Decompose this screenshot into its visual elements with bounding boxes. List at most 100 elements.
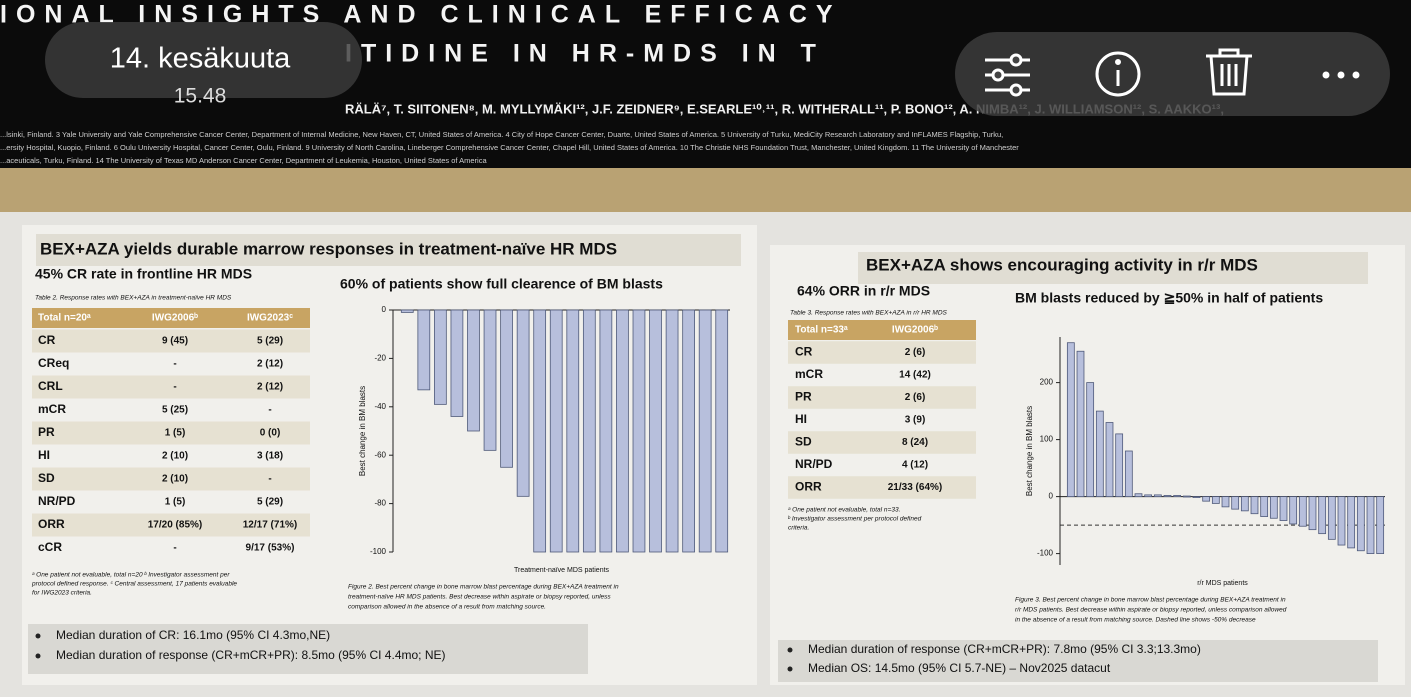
bar bbox=[1366, 496, 1375, 555]
info-button[interactable] bbox=[1095, 51, 1141, 97]
chart-title: 60% of patients show full clearence of B… bbox=[340, 276, 663, 292]
bar bbox=[1095, 410, 1104, 498]
table-cell: 9 (45) bbox=[162, 336, 188, 347]
table-cell: SD bbox=[795, 435, 812, 449]
y-tick-label: -20 bbox=[374, 354, 386, 363]
figure-caption: treatment-naïve HR MDS patients. Best de… bbox=[348, 594, 611, 601]
delete-button[interactable] bbox=[1206, 48, 1252, 96]
bar bbox=[1231, 496, 1240, 510]
table-cell: PR bbox=[38, 425, 55, 439]
table-cell: ORR bbox=[38, 517, 65, 531]
table-row-bg bbox=[788, 431, 976, 454]
bar bbox=[1076, 350, 1085, 498]
bar bbox=[533, 309, 547, 553]
bar bbox=[1066, 342, 1075, 498]
table-row-bg bbox=[32, 375, 310, 399]
panel-subtitle: 64% ORR in r/r MDS bbox=[797, 283, 930, 299]
bar bbox=[698, 309, 712, 553]
table-cell: HI bbox=[38, 448, 50, 462]
table-cell: 1 (5) bbox=[165, 497, 186, 508]
table-cell: 21/33 (64%) bbox=[888, 482, 942, 493]
table-cell: CR bbox=[38, 333, 56, 347]
table-footnote: ᵇ Investigator assessment per protocol d… bbox=[788, 516, 922, 523]
bar bbox=[1173, 495, 1182, 497]
bar bbox=[434, 309, 447, 405]
table-row-bg bbox=[788, 341, 976, 364]
table-cell: - bbox=[173, 543, 176, 554]
table-cell: SD bbox=[38, 471, 55, 485]
bar bbox=[1260, 496, 1269, 517]
y-tick-label: 200 bbox=[1040, 378, 1054, 387]
time: 15.48 bbox=[174, 85, 227, 108]
table-cell: 0 (0) bbox=[260, 428, 281, 439]
table-row-bg bbox=[32, 513, 310, 537]
bar bbox=[1115, 433, 1124, 497]
table-cell: 1 (5) bbox=[165, 428, 186, 439]
bar bbox=[1202, 496, 1211, 502]
table-cell: - bbox=[268, 405, 271, 416]
table-cell: - bbox=[268, 474, 271, 485]
bar bbox=[1279, 496, 1288, 521]
table-caption: Table 3. Response rates with BEX+AZA in … bbox=[790, 310, 948, 317]
bullet-text: Median duration of response (CR+mCR+PR):… bbox=[56, 648, 446, 662]
poster-content: IONAL INSIGHTS AND CLINICAL EFFICACYITID… bbox=[0, 1, 1385, 675]
table-footnote: criteria. bbox=[788, 525, 810, 532]
table-header: Total n=20ᵃ bbox=[38, 313, 91, 324]
more-button[interactable] bbox=[1322, 71, 1360, 79]
bullet bbox=[35, 653, 41, 659]
table-cell: PR bbox=[795, 390, 812, 404]
bar bbox=[467, 309, 480, 432]
bar bbox=[1250, 496, 1259, 515]
toolbar bbox=[955, 32, 1390, 116]
bar bbox=[1134, 493, 1143, 497]
bar bbox=[1086, 382, 1095, 498]
bar bbox=[549, 309, 563, 553]
table-header: IWG2023ᶜ bbox=[247, 313, 293, 324]
bar bbox=[649, 309, 662, 553]
bar bbox=[1192, 496, 1201, 499]
affiliation: ...aceuticals, Turku, Finland. 14 The Un… bbox=[0, 156, 487, 165]
table-cell: 14 (42) bbox=[899, 370, 931, 381]
table-footnote: ᵃ One patient not evaluable, total n=33. bbox=[788, 507, 901, 514]
table-header: IWG2006ᵇ bbox=[152, 313, 198, 324]
poster-band bbox=[0, 168, 1411, 216]
poster-title: ITIDINE IN HR-MDS IN T bbox=[345, 40, 825, 68]
bar bbox=[1153, 494, 1162, 498]
bar bbox=[1289, 496, 1298, 525]
table-cell: 5 (29) bbox=[257, 497, 283, 508]
adjust-button[interactable] bbox=[985, 53, 1030, 97]
bar bbox=[1269, 496, 1278, 519]
table-cell: 8 (24) bbox=[902, 437, 928, 448]
figure-caption: in the absence of a result from matching… bbox=[1015, 617, 1256, 624]
table-cell: CR bbox=[795, 345, 813, 359]
bar bbox=[682, 309, 695, 553]
table-cell: 2 (6) bbox=[905, 392, 926, 403]
bar bbox=[715, 309, 729, 553]
bar bbox=[1163, 495, 1172, 497]
x-axis-label: Treatment-naïve MDS patients bbox=[514, 567, 610, 574]
table-row-bg bbox=[32, 421, 310, 445]
left-bullets-bg bbox=[28, 624, 588, 674]
table-cell: 2 (12) bbox=[257, 359, 283, 370]
bullet bbox=[35, 633, 41, 639]
table-cell: 3 (18) bbox=[257, 451, 283, 462]
bullet-text: Median OS: 14.5mo (95% CI 5.7-NE) – Nov2… bbox=[808, 661, 1111, 675]
table-row-bg bbox=[32, 467, 310, 491]
bar bbox=[1308, 496, 1317, 531]
y-tick-label: -100 bbox=[1037, 549, 1054, 558]
figure-caption: comparison allowed in the absence of a r… bbox=[348, 604, 546, 611]
table-cell: 2 (10) bbox=[162, 451, 188, 462]
bullet bbox=[787, 666, 793, 672]
table-cell: 5 (29) bbox=[257, 336, 283, 347]
left-title-bg bbox=[36, 234, 741, 266]
table-cell: mCR bbox=[38, 402, 66, 416]
date-pill[interactable] bbox=[45, 22, 362, 98]
bar bbox=[616, 309, 629, 553]
bar bbox=[417, 309, 431, 391]
bullet bbox=[787, 647, 793, 653]
table-cell: 2 (6) bbox=[905, 347, 926, 358]
table-cell: - bbox=[173, 359, 176, 370]
y-tick-label: 0 bbox=[382, 305, 387, 314]
